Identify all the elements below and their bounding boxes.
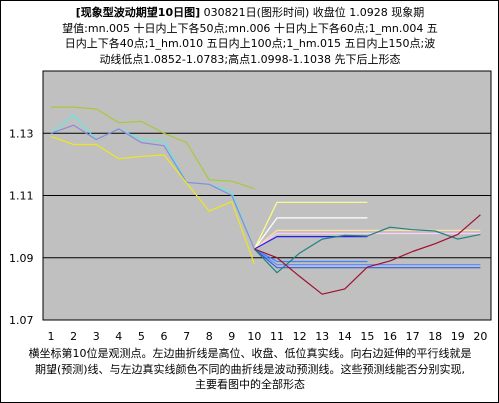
x-tick-label: 17	[406, 330, 420, 343]
series-line-12	[254, 248, 481, 269]
x-tick-label: 15	[360, 330, 374, 343]
x-tick-label: 6	[161, 330, 168, 343]
x-tick-label: 14	[338, 330, 352, 343]
x-tick-label: 11	[270, 330, 284, 343]
x-tick-label: 3	[93, 330, 100, 343]
header-line-1-text: 030821日(图形时间) 收盘位 1.0928 现象期	[203, 6, 425, 19]
footer-line-2: 期望(预测)线、与左边真实线颜色不同的曲折线是波动预测线。这些预测线能否分别实现…	[34, 362, 466, 376]
chart-footer: 横坐标第10位是观测点。左边曲折线是高位、收盘、低位真实线。向右边延伸的平行线就…	[5, 346, 495, 393]
x-tick-label: 12	[293, 330, 307, 343]
x-tick-label: 2	[70, 330, 77, 343]
series-line-4	[50, 135, 255, 265]
header-line-2: 望值:mn.005 十日内上下各50点;mn.006 十日内上下各60点;1_m…	[62, 21, 438, 35]
series-line-8	[254, 229, 481, 250]
x-tick-label: 18	[428, 330, 442, 343]
x-tick-label: 10	[247, 330, 261, 343]
series-line-7	[254, 232, 481, 250]
series-line-3	[50, 124, 255, 250]
y-tick-label: 1.11	[9, 190, 34, 203]
x-tick-label: 7	[183, 330, 190, 343]
x-tick-label: 9	[228, 330, 235, 343]
series-line-6	[253, 217, 368, 250]
x-tick-label: 16	[383, 330, 397, 343]
x-tick-label: 4	[115, 330, 122, 343]
x-tick-label: 13	[315, 330, 329, 343]
header-line-3: 日内上下各40点;1_hm.010 五日内上100点;1_hm.015 五日内上…	[64, 37, 436, 50]
footer-line-1: 横坐标第10位是观测点。左边曲折线是高位、收盘、低位真实线。向右边延伸的平行线就…	[28, 347, 472, 360]
y-tick-label: 1.07	[9, 314, 34, 327]
header-line-1: [现象型波动期望10日图] 030821日(图形时间) 收盘位 1.0928 现…	[5, 5, 495, 21]
y-tick-label: 1.13	[9, 127, 34, 140]
chart-title: [现象型波动期望10日图]	[75, 6, 201, 19]
series-line-2	[50, 114, 255, 250]
x-tick-label: 8	[206, 330, 213, 343]
series-line-5	[253, 201, 368, 250]
series-line-1	[51, 106, 255, 190]
header-line-4: 动线低点1.0852-1.0783;高点1.0998-1.1038 先下后上形态	[99, 52, 401, 66]
footer-line-3: 主要看图中的全部形态	[195, 378, 305, 391]
x-tick-label: 5	[138, 330, 145, 343]
series-line-14	[254, 214, 481, 295]
chart-header: [现象型波动期望10日图] 030821日(图形时间) 收盘位 1.0928 现…	[5, 5, 495, 69]
series-line-10	[254, 248, 368, 263]
x-tick-label: 20	[473, 330, 487, 343]
series-line-13	[253, 226, 481, 274]
y-tick-label: 1.09	[9, 252, 34, 265]
x-tick-label: 19	[451, 330, 465, 343]
x-tick-label: 1	[48, 330, 55, 343]
series-line-11	[254, 248, 481, 266]
